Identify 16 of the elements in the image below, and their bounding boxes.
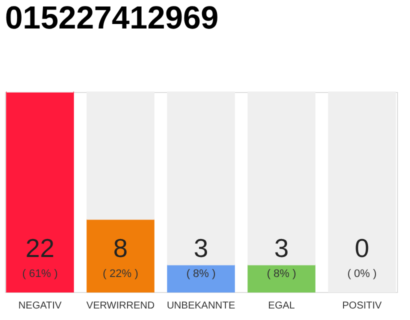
x-tick-label: UNBEKANNTE — [166, 300, 236, 312]
data-label: 8 — [113, 233, 128, 263]
annotation: ( 8% ) — [186, 268, 216, 280]
x-tick-label: VERWIRREND — [86, 300, 155, 312]
data-label: 3 — [274, 233, 289, 263]
annotation: ( 22% ) — [102, 268, 138, 280]
data-label: 0 — [354, 233, 370, 263]
data-label: 22 — [26, 233, 54, 263]
x-tick-label: POSITIV — [342, 300, 382, 312]
annotation: ( 0% ) — [347, 268, 377, 280]
data-label: 3 — [194, 233, 208, 263]
x-tick-label: NEGATIV — [18, 300, 62, 312]
annotation: ( 8% ) — [266, 268, 296, 280]
chart-title: 015227412969 — [5, 0, 219, 36]
x-tick-label: EGAL — [268, 300, 296, 312]
annotation: ( 61% ) — [22, 268, 58, 280]
